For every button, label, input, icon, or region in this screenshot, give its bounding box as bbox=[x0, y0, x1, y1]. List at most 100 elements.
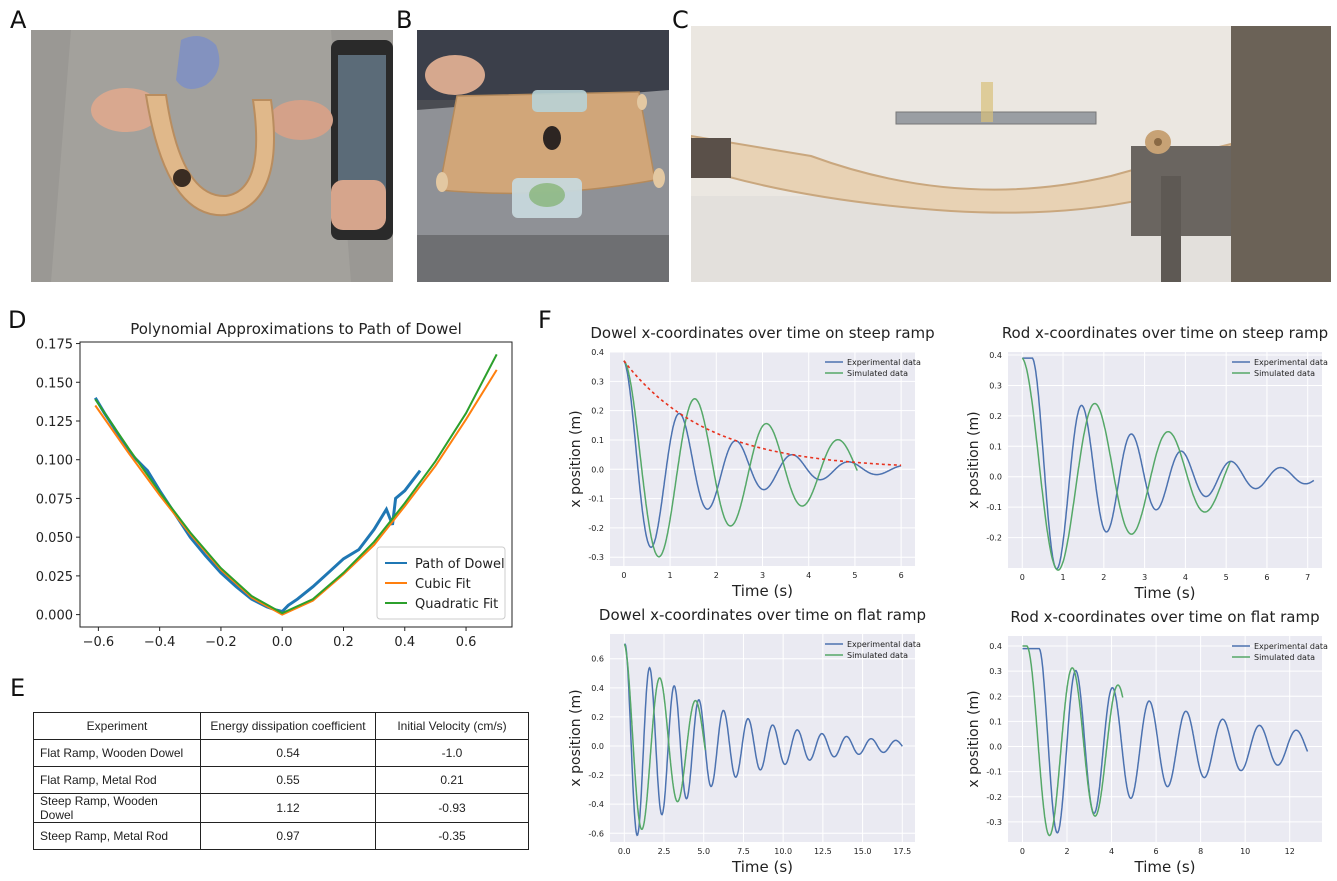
y-tick-label: -0.3 bbox=[588, 553, 604, 562]
x-tick-label: 0.6 bbox=[456, 635, 477, 650]
table-cell: 0.55 bbox=[200, 766, 376, 794]
y-tick-label: 0.4 bbox=[989, 642, 1002, 651]
table-cell: 0.97 bbox=[200, 822, 376, 850]
y-tick-label: 0.0 bbox=[591, 465, 604, 474]
table-cell: -1.0 bbox=[375, 739, 529, 767]
x-tick-label: 0.0 bbox=[272, 635, 293, 650]
y-tick-label: 0.3 bbox=[989, 667, 1002, 676]
panel-label-f: F bbox=[538, 306, 552, 334]
decay-envelope-line bbox=[623, 360, 902, 467]
x-tick-label: 6 bbox=[1154, 847, 1159, 856]
y-axis-label: x position (m) bbox=[568, 410, 584, 507]
series-line-2 bbox=[94, 353, 498, 615]
table-cell: 0.54 bbox=[200, 739, 376, 767]
x-axis-label: Time (s) bbox=[731, 858, 793, 876]
legend-label: Cubic Fit bbox=[415, 577, 471, 592]
table-cell: Steep Ramp, Metal Rod bbox=[33, 822, 201, 850]
table-row: Flat Ramp, Metal Rod 0.55 0.21 bbox=[33, 766, 529, 794]
series-line-0 bbox=[94, 397, 422, 614]
y-tick-label: 0.4 bbox=[591, 684, 604, 693]
y-tick-label: -0.6 bbox=[588, 829, 604, 838]
legend-label: Simulated data bbox=[1254, 653, 1315, 662]
table-cell: -0.93 bbox=[375, 793, 529, 823]
x-tick-label: 1 bbox=[668, 571, 673, 580]
y-axis-label: x position (m) bbox=[568, 689, 584, 786]
x-tick-label: 15.0 bbox=[854, 847, 872, 856]
x-tick-label: 0 bbox=[1020, 847, 1025, 856]
x-tick-label: 6 bbox=[1264, 573, 1269, 582]
chart-title: Polynomial Approximations to Path of Dow… bbox=[130, 320, 462, 338]
y-tick-label: 0.2 bbox=[591, 713, 604, 722]
y-axis-label: x position (m) bbox=[966, 690, 982, 787]
panel-label-c: C bbox=[672, 6, 689, 34]
x-tick-label: −0.2 bbox=[205, 635, 237, 650]
dowel-steep-ramp-chart: Dowel x-coordinates over time on steep r… bbox=[568, 324, 935, 600]
y-tick-label: 0.075 bbox=[36, 492, 73, 507]
legend-label: Quadratic Fit bbox=[415, 597, 498, 612]
y-tick-label: -0.2 bbox=[986, 793, 1002, 802]
y-tick-label: -0.2 bbox=[986, 534, 1002, 543]
x-axis-label: Time (s) bbox=[731, 582, 793, 600]
x-tick-label: 3 bbox=[1142, 573, 1147, 582]
x-tick-label: 0 bbox=[1020, 573, 1025, 582]
hand-holding-flexible-ramp-photo bbox=[31, 30, 393, 282]
table-cell: Flat Ramp, Metal Rod bbox=[33, 766, 201, 794]
dowel-flat-ramp-chart: Dowel x-coordinates over time on flat ra… bbox=[568, 606, 926, 876]
legend-label: Experimental data bbox=[1254, 642, 1328, 651]
x-tick-label: 12.5 bbox=[814, 847, 832, 856]
plot-background bbox=[1008, 352, 1322, 568]
x-tick-label: 0.2 bbox=[333, 635, 354, 650]
plot-background bbox=[1008, 636, 1322, 842]
y-tick-label: 0.2 bbox=[591, 407, 604, 416]
dissipation-table: Experiment Energy dissipation coefficien… bbox=[33, 712, 529, 850]
y-tick-label: 0.3 bbox=[591, 377, 604, 386]
y-tick-label: 0.1 bbox=[591, 436, 604, 445]
table-cell: -0.35 bbox=[375, 822, 529, 850]
x-tick-label: 4 bbox=[1183, 573, 1188, 582]
x-tick-label: 4 bbox=[806, 571, 811, 580]
y-tick-label: 0.175 bbox=[36, 338, 73, 353]
x-tick-label: 2 bbox=[714, 571, 719, 580]
y-tick-label: 0.050 bbox=[36, 531, 73, 546]
series-line-1 bbox=[1022, 645, 1124, 837]
panel-label-d: D bbox=[8, 306, 27, 334]
y-tick-label: 0.1 bbox=[989, 717, 1002, 726]
legend-label: Experimental data bbox=[1254, 358, 1328, 367]
x-tick-label: 1 bbox=[1061, 573, 1066, 582]
legend-label: Experimental data bbox=[847, 640, 921, 649]
x-tick-label: 17.5 bbox=[893, 847, 911, 856]
series-line-0 bbox=[1022, 357, 1315, 570]
x-tick-label: 8 bbox=[1198, 847, 1203, 856]
legend-label: Simulated data bbox=[847, 369, 908, 378]
x-tick-label: 5.0 bbox=[697, 847, 710, 856]
x-tick-label: 0 bbox=[621, 571, 626, 580]
y-tick-label: -0.4 bbox=[588, 800, 604, 809]
y-axis-label: x position (m) bbox=[966, 411, 982, 508]
chart-title: Dowel x-coordinates over time on steep r… bbox=[590, 324, 934, 342]
rod-steep-ramp-chart: Rod x-coordinates over time on steep ram… bbox=[966, 324, 1328, 602]
series-line-1 bbox=[623, 643, 707, 831]
polynomial-fit-chart: Polynomial Approximations to Path of Dow… bbox=[36, 320, 513, 650]
panel-label-b: B bbox=[396, 6, 413, 34]
x-tick-label: 3 bbox=[760, 571, 765, 580]
chart-title: Dowel x-coordinates over time on flat ra… bbox=[599, 606, 926, 624]
y-tick-label: 0.4 bbox=[591, 348, 604, 357]
x-tick-label: 0.4 bbox=[394, 635, 415, 650]
legend-label: Simulated data bbox=[1254, 369, 1315, 378]
series-line-1 bbox=[1021, 357, 1231, 571]
y-tick-label: 0.150 bbox=[36, 376, 73, 391]
table-row: Flat Ramp, Wooden Dowel 0.54 -1.0 bbox=[33, 739, 529, 767]
table-header-cell: Energy dissipation coefficient bbox=[200, 712, 376, 740]
x-tick-label: 2 bbox=[1101, 573, 1106, 582]
y-tick-label: 0.4 bbox=[989, 351, 1002, 360]
plot-frame bbox=[79, 341, 513, 628]
legend-label: Simulated data bbox=[847, 651, 908, 660]
chart-title: Rod x-coordinates over time on steep ram… bbox=[1002, 324, 1328, 342]
x-tick-label: 6 bbox=[899, 571, 904, 580]
ramp-side-view-photo bbox=[691, 26, 1331, 282]
legend-box bbox=[376, 546, 506, 620]
y-tick-label: 0.0 bbox=[989, 473, 1002, 482]
table-cell: 0.21 bbox=[375, 766, 529, 794]
y-tick-label: -0.2 bbox=[588, 771, 604, 780]
table-header-cell: Experiment bbox=[33, 712, 201, 740]
